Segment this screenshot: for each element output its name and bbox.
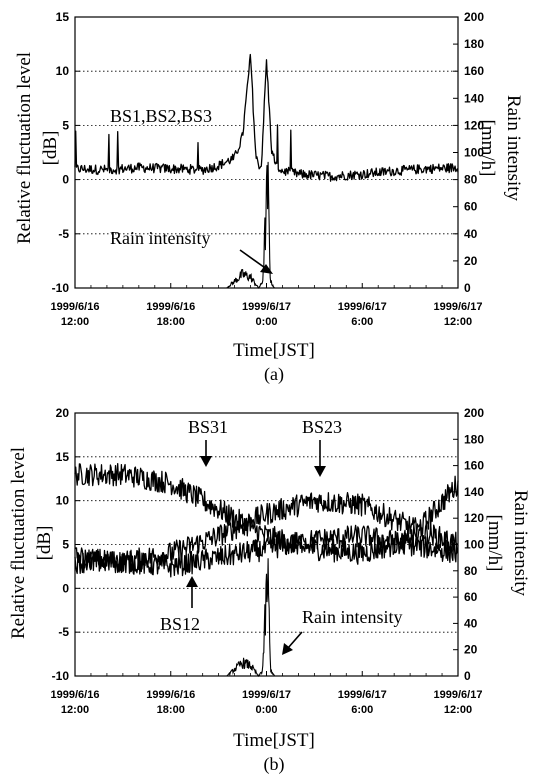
x-tick-time: 0:00	[255, 316, 277, 328]
series-line-rain-b	[226, 558, 275, 678]
left-ticks-b: -10 -5 0 5 10 15 20	[52, 406, 80, 683]
left-tick-label: 10	[56, 64, 70, 78]
right-tick-label: 60	[464, 200, 478, 214]
xlabel-a: Time[JST]	[233, 340, 315, 361]
right-tick-label: 0	[464, 669, 471, 683]
series-lines-a	[74, 53, 459, 289]
right-ticks-b: 0 20 40 60 80 100 120 140 160 180 200	[453, 406, 484, 683]
arrowhead-bs12	[186, 576, 198, 587]
x-tick-date: 1999/6/17	[434, 301, 483, 313]
x-tick-time: 12:00	[444, 316, 472, 328]
caption-b: (b)	[264, 754, 285, 775]
caption-a: (a)	[264, 364, 284, 385]
x-tick-time: 6:00	[351, 316, 373, 328]
right-tick-label: 140	[464, 91, 484, 105]
arrow-rain-b	[287, 631, 303, 649]
arrowhead-bs31	[200, 456, 212, 467]
left-tick-label: 15	[56, 450, 70, 464]
right-tick-label: 160	[464, 64, 484, 78]
annotation-bs12: BS12	[160, 614, 200, 634]
annotation-bs23: BS23	[302, 417, 342, 437]
right-tick-label: 120	[464, 118, 484, 132]
right-tick-label: 80	[464, 564, 478, 578]
arrow-rain-a	[239, 249, 269, 271]
x-tick-time: 12:00	[444, 704, 472, 716]
right-tick-label: 200	[464, 10, 484, 24]
ylabel-right-unit-b: [mm/h]	[484, 515, 505, 572]
x-tick-date: 1999/6/17	[242, 689, 291, 701]
left-tick-label: 10	[56, 494, 70, 508]
arrowhead-bs23	[314, 466, 326, 477]
left-tick-label: -5	[58, 625, 69, 639]
ylabel-left-unit-b: [dB]	[34, 526, 55, 561]
arrowhead-rain-a	[260, 264, 273, 274]
ylabel-left-unit-a: [dB]	[40, 131, 61, 166]
x-tick-date: 1999/6/16	[51, 689, 100, 701]
ylabel-left-b: Relative fluctuation level	[8, 447, 29, 639]
series-line-fluct-0-a	[74, 53, 459, 182]
series-line-bs23-b	[74, 492, 459, 575]
right-tick-label: 200	[464, 406, 484, 420]
left-tick-label: -10	[52, 669, 70, 683]
left-ticks-a: -10 -5 0 5 10 15	[52, 10, 80, 295]
ylabel-right-a: Rain intensity	[503, 95, 524, 202]
left-tick-label: 5	[62, 118, 69, 132]
right-tick-label: 180	[464, 432, 484, 446]
x-tick-date: 1999/6/17	[338, 689, 387, 701]
right-tick-label: 60	[464, 590, 478, 604]
series-lines-b	[74, 463, 459, 678]
annotation-bs-all: BS1,BS2,BS3	[110, 106, 212, 126]
left-tick-label: 5	[62, 538, 69, 552]
left-tick-label: -10	[52, 281, 70, 295]
right-tick-label: 100	[464, 146, 484, 160]
right-tick-label: 40	[464, 227, 478, 241]
annotation-rain-b: Rain intensity	[302, 607, 403, 627]
x-tick-date: 1999/6/16	[146, 301, 195, 313]
right-ticks-a: 0 20 40 60 80 100 120 140 160 180 200	[453, 10, 484, 295]
arrowhead-rain-b	[282, 643, 293, 655]
x-tick-time: 6:00	[351, 704, 373, 716]
x-tick-date: 1999/6/16	[146, 689, 195, 701]
right-tick-label: 0	[464, 281, 471, 295]
right-tick-label: 160	[464, 459, 484, 473]
ylabel-right-b: Rain intensity	[510, 490, 531, 597]
annotation-rain-a: Rain intensity	[110, 228, 211, 248]
x-tick-time: 0:00	[255, 704, 277, 716]
xlabel-b: Time[JST]	[233, 730, 315, 751]
x-tick-time: 12:00	[61, 316, 89, 328]
right-tick-label: 20	[464, 643, 478, 657]
right-tick-label: 100	[464, 538, 484, 552]
x-tick-date: 1999/6/16	[51, 301, 100, 313]
left-tick-label: 0	[62, 581, 69, 595]
right-tick-label: 120	[464, 511, 484, 525]
x-tick-time: 18:00	[157, 316, 185, 328]
right-tick-label: 40	[464, 616, 478, 630]
right-tick-label: 140	[464, 485, 484, 499]
ylabel-right-unit-a: [mm/h]	[477, 120, 498, 177]
annotation-bs31: BS31	[188, 417, 228, 437]
series-line-bs12-b	[74, 524, 459, 578]
left-tick-label: -5	[58, 227, 69, 241]
panel-b: -10 -5 0 5 10 15 20 0 20 40 60 80 100 120 140 160 180 20…	[8, 406, 531, 775]
series-line-rain-a	[226, 161, 275, 289]
right-tick-label: 80	[464, 173, 478, 187]
x-tick-time: 12:00	[61, 704, 89, 716]
left-tick-label: 20	[56, 406, 70, 420]
left-tick-label: 0	[62, 173, 69, 187]
x-ticks-b: 1999/6/16 12:00 1999/6/16 18:00 1999/6/17 0:0…	[51, 671, 483, 716]
left-tick-label: 15	[56, 10, 70, 24]
right-tick-label: 180	[464, 37, 484, 51]
x-tick-date: 1999/6/17	[242, 301, 291, 313]
x-tick-date: 1999/6/17	[338, 301, 387, 313]
ylabel-left-a: Relative fluctuation level	[14, 52, 35, 244]
x-ticks-a: 1999/6/16 12:00 1999/6/16 18:00 1999/6/17 0:0…	[51, 283, 483, 328]
right-tick-label: 20	[464, 254, 478, 268]
x-tick-date: 1999/6/17	[434, 689, 483, 701]
x-tick-time: 18:00	[157, 704, 185, 716]
